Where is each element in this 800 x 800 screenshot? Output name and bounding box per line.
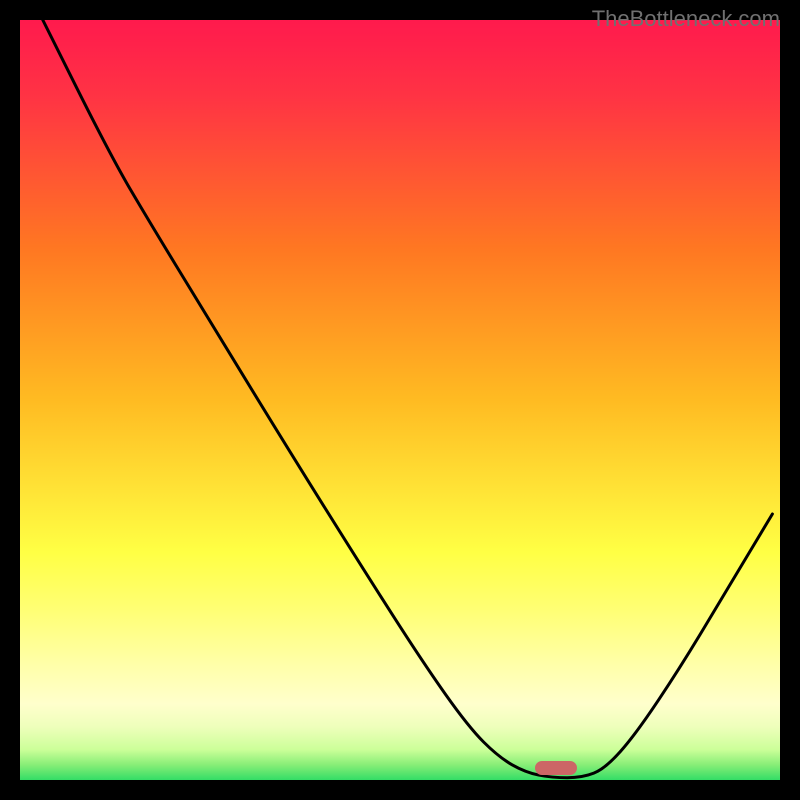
plot-area [20,20,780,780]
bottleneck-curve [20,20,780,780]
optimal-marker [535,761,577,775]
watermark-text: TheBottleneck.com [592,6,780,32]
